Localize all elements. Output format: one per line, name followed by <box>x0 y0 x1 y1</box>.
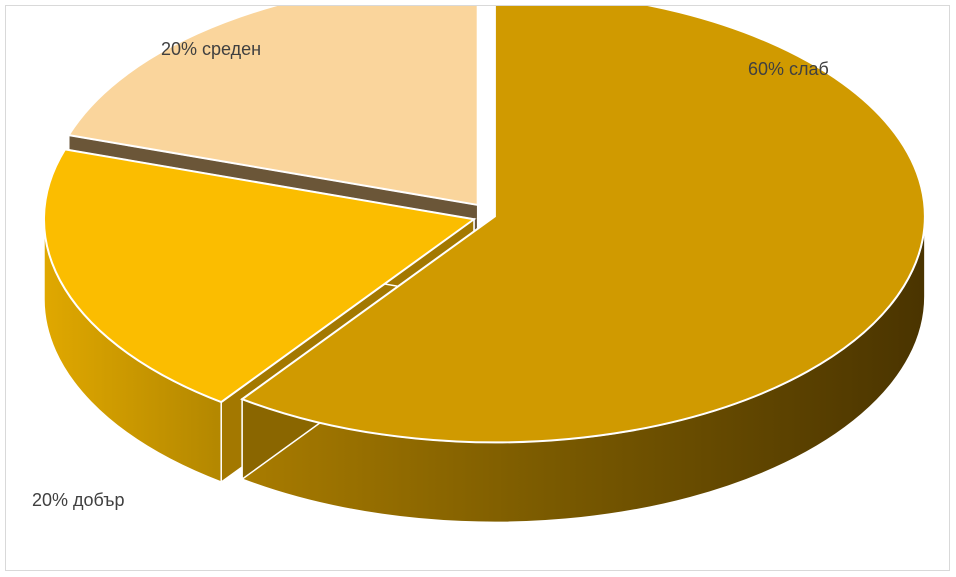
chart-frame: 60% слаб 20% добър 20% среден <box>5 5 950 571</box>
data-label-dobar: 20% добър <box>32 490 125 510</box>
pie-chart: 60% слаб 20% добър 20% среден <box>6 6 951 572</box>
data-label-slab: 60% слаб <box>748 59 829 79</box>
data-label-sreden: 20% среден <box>161 39 261 59</box>
slice-layer <box>44 6 925 522</box>
